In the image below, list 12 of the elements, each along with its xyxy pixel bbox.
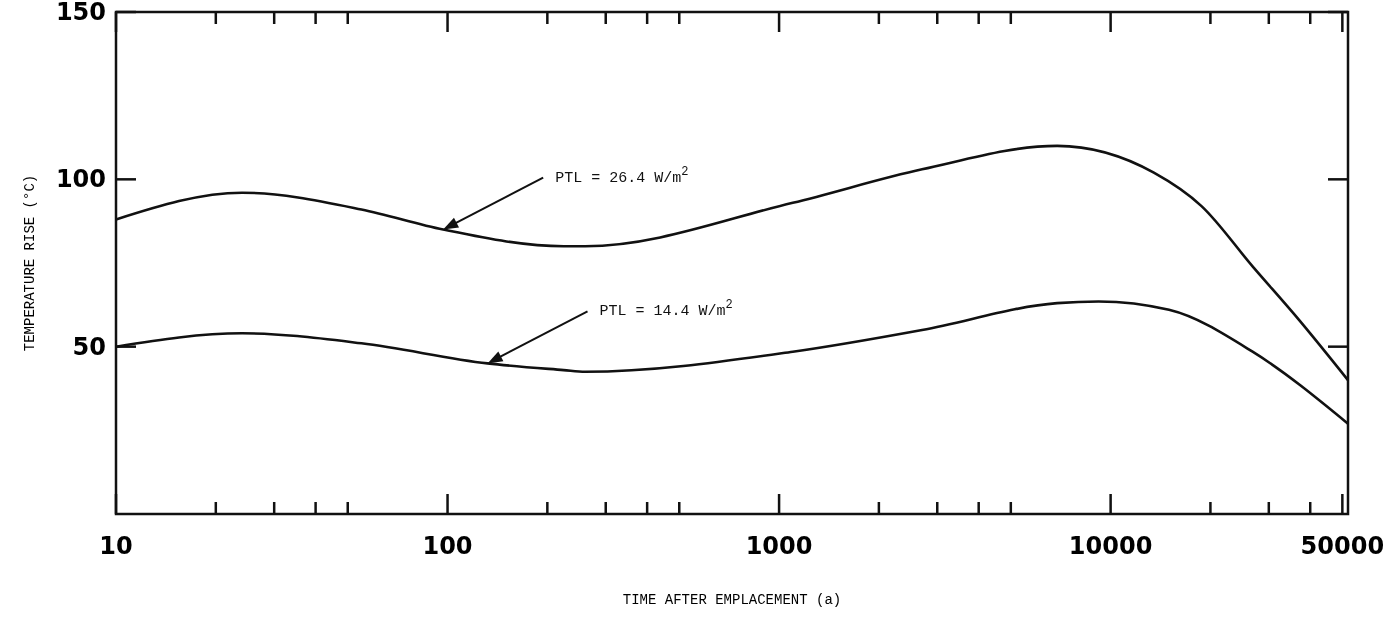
x-tick-label: 1000 xyxy=(745,532,813,560)
x-tick-label: 10 xyxy=(99,532,133,560)
text: PTL = 14.4 W/m$^{2}$ xyxy=(599,298,733,321)
y-tick-label: 100 xyxy=(55,165,106,194)
x-tick-label: 100 xyxy=(422,532,473,560)
x-tick-label: 50000 xyxy=(1300,532,1385,560)
text: PTL = 26.4 W/m$^{2}$ xyxy=(555,164,689,187)
x-tick-label: 10000 xyxy=(1068,532,1153,560)
y-axis-title: TEMPERATURE RISE (°C) xyxy=(22,174,38,352)
x-axis-title: TIME AFTER EMPLACEMENT (a) xyxy=(622,592,842,608)
y-tick-label: 50 xyxy=(72,332,106,361)
y-tick-label: 150 xyxy=(55,0,106,26)
